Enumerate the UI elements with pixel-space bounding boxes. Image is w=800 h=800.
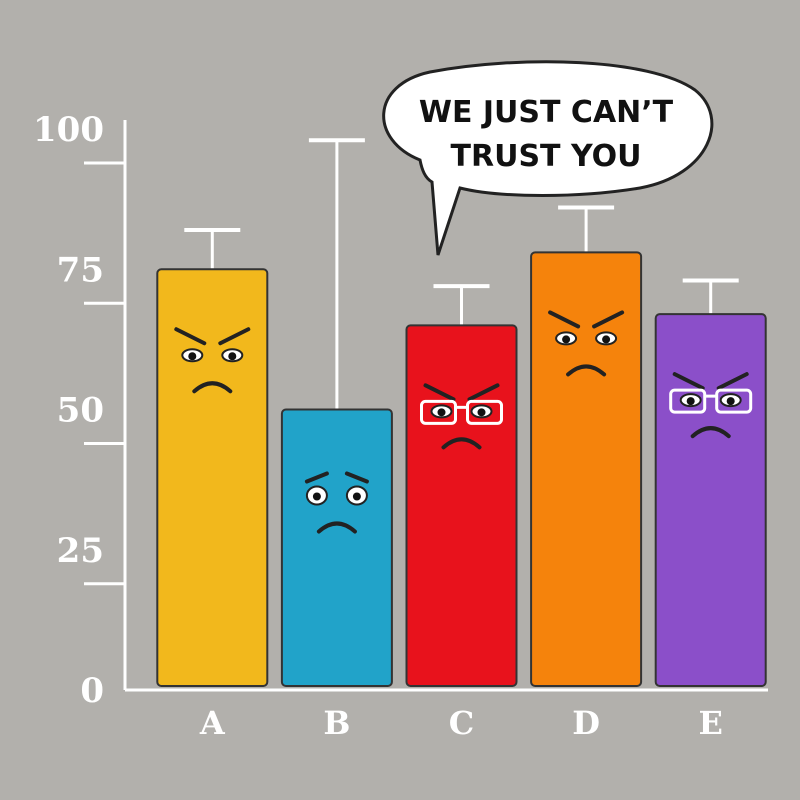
bar [280,408,393,687]
pupil [352,492,361,501]
glasses [420,399,457,425]
eyebrow [218,327,251,346]
bar [156,268,269,687]
pupil [312,492,321,501]
y-tick-label: 25 [57,531,104,571]
x-tick-label: E [699,704,723,742]
mouth [192,381,233,394]
pupil [437,408,446,417]
eyebrow [174,327,207,346]
bar-group [654,278,767,687]
pupil [477,408,486,417]
eyebrow [304,471,329,484]
x-tick-label: D [572,704,600,742]
y-tick-label: 100 [33,110,104,150]
x-tick-label: A [199,704,226,742]
eyebrow [423,383,456,402]
bar-group [530,205,643,687]
pupil [188,352,197,361]
y-tick-label: 50 [57,391,104,431]
x-tick-label: B [323,704,350,742]
y-tick-label: 0 [80,671,104,711]
y-tick-label: 75 [57,250,104,290]
bar-group [156,227,269,687]
eyebrow [548,310,581,329]
eyebrow [344,471,369,484]
glasses [715,388,753,414]
mouth [316,521,357,534]
mouth [690,426,731,439]
pupil [726,397,735,406]
annotation-line: TRUST YOU [451,139,642,174]
annotation-line: WE JUST CAN’T [419,95,674,130]
pupil [228,352,237,361]
bar-group [405,284,518,687]
x-tick-label: C [449,704,474,742]
pupil [602,335,611,344]
mouth [566,364,607,377]
speech-bubble: WE JUST CAN’T TRUST YOU [382,60,714,256]
bar [405,324,518,687]
mouth [441,437,482,450]
bar [654,313,767,687]
eyebrow [672,372,705,391]
bar-group [280,138,393,687]
pupil [562,335,571,344]
pupil [686,397,695,406]
glasses [466,399,503,425]
eyebrow [716,372,749,391]
eyebrow [592,310,625,329]
glasses [669,388,707,414]
bar [530,251,643,687]
eyebrow [467,383,500,402]
